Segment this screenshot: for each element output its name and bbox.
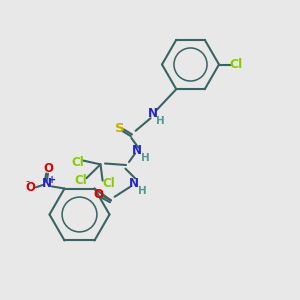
Text: H: H — [156, 116, 165, 126]
Text: N: N — [148, 107, 158, 120]
Text: H: H — [138, 186, 147, 196]
Text: S: S — [115, 122, 125, 135]
Text: N: N — [128, 177, 139, 190]
Text: Cl: Cl — [102, 177, 115, 190]
Text: Cl: Cl — [71, 155, 84, 169]
Text: O: O — [93, 188, 103, 201]
Text: H: H — [141, 153, 150, 163]
Text: Cl: Cl — [229, 58, 242, 71]
Text: Cl: Cl — [75, 174, 87, 187]
Text: -: - — [25, 176, 29, 186]
Text: O: O — [43, 162, 53, 175]
Text: +: + — [48, 175, 56, 185]
Text: N: N — [131, 144, 142, 157]
Text: O: O — [25, 181, 35, 194]
Text: N: N — [41, 177, 52, 190]
